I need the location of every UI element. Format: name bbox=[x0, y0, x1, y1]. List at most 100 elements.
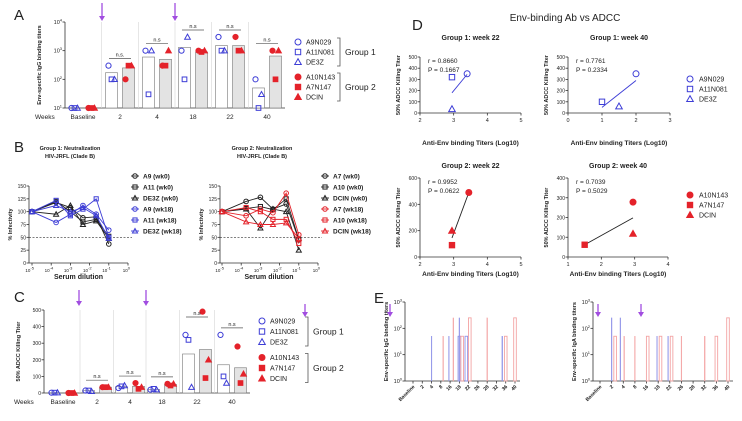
correlation-stat: P = 0.1667 bbox=[428, 67, 460, 74]
legend-de3z-triangle-marker bbox=[293, 57, 303, 66]
mean-bar bbox=[252, 87, 265, 109]
series-point-circle-marker bbox=[106, 241, 112, 247]
panel-label-a: A bbox=[14, 7, 24, 24]
titer-bar bbox=[430, 336, 433, 382]
series-point-circle-marker bbox=[53, 219, 59, 226]
mean-bar bbox=[159, 58, 172, 109]
x-tick-label: 10-4 bbox=[235, 266, 244, 274]
legend-a7n147-square-marker bbox=[258, 364, 266, 372]
titer-bar bbox=[501, 336, 503, 382]
legend-label: DCIN bbox=[699, 213, 716, 220]
chart-title: Group 2: week 22 bbox=[442, 163, 500, 170]
data-point-dcin-triangle-marker bbox=[137, 383, 146, 390]
x-tick-label-exponent: -2 bbox=[88, 266, 92, 271]
x-tick-label-exponent: -5 bbox=[220, 266, 224, 271]
legend-a10n143-circle-marker bbox=[294, 73, 302, 81]
y-tick-label: 0 bbox=[23, 261, 26, 267]
data-point-dcin-triangle-marker bbox=[274, 46, 283, 54]
y-tick-label: 100 bbox=[409, 100, 418, 106]
data-point-de3z-triangle-marker bbox=[120, 381, 129, 389]
series-point-triangle-marker bbox=[269, 205, 277, 212]
legend-circle-marker bbox=[322, 206, 328, 212]
x-tick-label: 40 bbox=[228, 399, 236, 406]
series-point-circle-marker bbox=[243, 198, 249, 205]
chart-title: Group 2: week 40 bbox=[589, 163, 647, 170]
y-tick-label: 75 bbox=[20, 223, 26, 229]
y-tick-label: 200 bbox=[557, 216, 566, 222]
data-point-de3z-triangle-marker bbox=[222, 379, 231, 386]
y-axis-label: 50% ADCC Killing Titer bbox=[544, 54, 550, 115]
y-tick-label: 25 bbox=[211, 248, 217, 254]
legend-triangle-marker bbox=[321, 227, 329, 234]
y-tick-label: 101 bbox=[54, 104, 63, 113]
legend-dcin-triangle-marker bbox=[257, 374, 267, 382]
significance-label: n.s bbox=[193, 311, 201, 317]
legend-triangle-marker bbox=[131, 194, 139, 201]
legend-circle-marker bbox=[322, 173, 328, 179]
series-point-circle-marker bbox=[296, 231, 302, 238]
correlation-stat: P = 0.0622 bbox=[428, 188, 460, 195]
titer-bar bbox=[619, 317, 621, 382]
x-tick-label: 1 bbox=[566, 262, 569, 268]
panel-label-d: D bbox=[412, 17, 423, 34]
data-point-a7n147-square-marker bbox=[162, 62, 169, 69]
correlation-stat: r = 0.8660 bbox=[428, 58, 458, 65]
significance-label: n.s bbox=[153, 38, 161, 44]
x-tick-label: 10-5 bbox=[215, 266, 224, 274]
y-tick-label: 0 bbox=[414, 111, 417, 117]
x-tick-label: 10-1 bbox=[292, 266, 301, 274]
titer-bar bbox=[464, 335, 469, 382]
legend-label: A11 (wk18) bbox=[143, 218, 177, 225]
data-point-dcin-triangle-marker bbox=[70, 389, 79, 396]
data-point-a9n029-circle-marker bbox=[178, 47, 185, 54]
data-point-a9n029-circle-marker bbox=[252, 76, 259, 83]
legend-label: A7 (wk18) bbox=[333, 207, 363, 214]
data-point-de3z-triangle-marker bbox=[257, 90, 266, 98]
y-tick-label: 102 bbox=[54, 75, 63, 84]
x-tick-label: 10-3 bbox=[64, 266, 73, 274]
panel-b-neutralization-charts: Group 1: Neutralization HIV-JRFL (Clade B… bbox=[8, 146, 371, 281]
data-point-de3z-triangle-marker bbox=[152, 385, 161, 393]
series-point-square-marker bbox=[257, 203, 263, 210]
data-point-de3z-triangle-marker bbox=[447, 104, 457, 113]
y-tick-label: 400 bbox=[33, 325, 42, 331]
x-axis-label: Anti-Env binding Titers (Log10) bbox=[422, 140, 519, 147]
x-tick-label: 40 bbox=[723, 384, 731, 392]
x-axis-label: Serum dilution bbox=[54, 274, 103, 281]
x-tick-label: 100 bbox=[313, 266, 321, 274]
x-tick-label: 36 bbox=[501, 384, 509, 392]
data-point-a7n147-square-marker bbox=[272, 76, 279, 83]
y-tick-label: 100 bbox=[557, 235, 566, 241]
x-tick-label: 18 bbox=[455, 384, 463, 392]
legend-a9n029-circle-marker bbox=[258, 317, 266, 325]
legend-d-a7n147-square-marker bbox=[686, 201, 694, 209]
legend-label: A11N081 bbox=[270, 329, 299, 336]
titer-bar bbox=[667, 336, 669, 382]
legend-label: A7 (wk0) bbox=[333, 174, 360, 181]
x-tick-label-exponent: -3 bbox=[69, 266, 73, 271]
y-tick-label: 102 bbox=[394, 324, 403, 333]
x-tick-label: 10-2 bbox=[83, 266, 92, 274]
x-tick-label: Baseline bbox=[71, 114, 96, 121]
legend-label: A7N147 bbox=[270, 366, 295, 373]
x-tick-label: Baseline bbox=[51, 399, 76, 406]
data-point-a11n081-square-marker bbox=[185, 337, 192, 343]
titer-bar bbox=[669, 335, 674, 382]
x-tick-label: 2 bbox=[600, 262, 603, 268]
x-tick-label: Baseline bbox=[585, 384, 604, 403]
data-point-a9n029-circle-marker bbox=[48, 389, 55, 396]
data-point-a10n143-circle-marker bbox=[465, 188, 473, 196]
x-tick-label: 3 bbox=[452, 118, 455, 124]
legend-label: A9N029 bbox=[270, 319, 295, 326]
x-tick-label: 8 bbox=[438, 384, 444, 390]
data-point-a9n029-circle-marker bbox=[632, 70, 640, 78]
legend-label: DE3Z bbox=[699, 97, 718, 104]
panel-c-adcc-chart: 0 100 200 300 400 500 50% ADCC Killing Titer We… bbox=[14, 290, 344, 406]
y-tick-label: 101 bbox=[582, 350, 591, 359]
y-tick-label-exponent: 3 bbox=[60, 46, 63, 51]
series-point-triangle-marker bbox=[295, 234, 303, 241]
y-tick-label: 50 bbox=[211, 235, 217, 241]
mean-bar bbox=[232, 45, 245, 109]
legend-label: A9N029 bbox=[699, 77, 724, 84]
